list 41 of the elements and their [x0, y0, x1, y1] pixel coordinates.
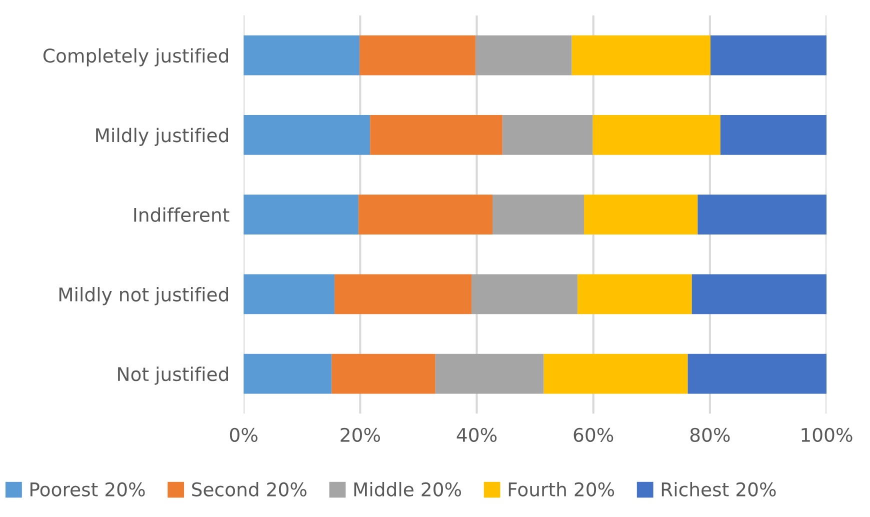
bar — [244, 115, 370, 155]
bar — [360, 35, 476, 76]
x-tick-label: 20% — [340, 428, 380, 442]
bar — [358, 194, 492, 234]
bar — [578, 274, 692, 314]
bar — [710, 35, 826, 76]
x-tick-label: 100% — [802, 428, 852, 442]
x-tick-label: 40% — [456, 428, 497, 442]
bar — [720, 115, 826, 155]
bar — [692, 274, 826, 314]
y-tick-label: Mildly not justified — [59, 287, 228, 306]
bar — [584, 194, 698, 234]
bar — [472, 274, 578, 314]
y-tick-label: Not justified — [118, 366, 228, 385]
bar — [492, 194, 584, 234]
bar — [244, 194, 358, 234]
bar — [476, 35, 572, 76]
legend-label: Poorest 20% — [30, 482, 145, 496]
legend-label: Richest 20% — [662, 482, 776, 496]
y-tick-label: Indifferent — [134, 207, 230, 222]
bar — [698, 194, 826, 234]
legend-label: Second 20% — [192, 482, 306, 496]
bar — [334, 274, 472, 314]
bar — [332, 354, 436, 394]
y-tick-label: Completely justified — [43, 48, 228, 66]
bar — [592, 115, 720, 155]
bar — [435, 354, 544, 394]
bar — [502, 115, 593, 155]
legend-label: Middle 20% — [354, 482, 462, 496]
bar — [688, 354, 826, 394]
bar — [244, 35, 360, 76]
bar — [544, 354, 688, 394]
bar — [244, 354, 332, 394]
bar — [572, 35, 711, 76]
legend-label: Fourth 20% — [508, 482, 614, 496]
bar — [370, 115, 502, 155]
x-tick-label: 60% — [574, 428, 614, 442]
bar — [244, 274, 335, 314]
x-tick-label: 80% — [690, 428, 730, 442]
y-tick-label: Mildly justified — [96, 128, 228, 146]
x-tick-label: 0% — [230, 428, 258, 442]
